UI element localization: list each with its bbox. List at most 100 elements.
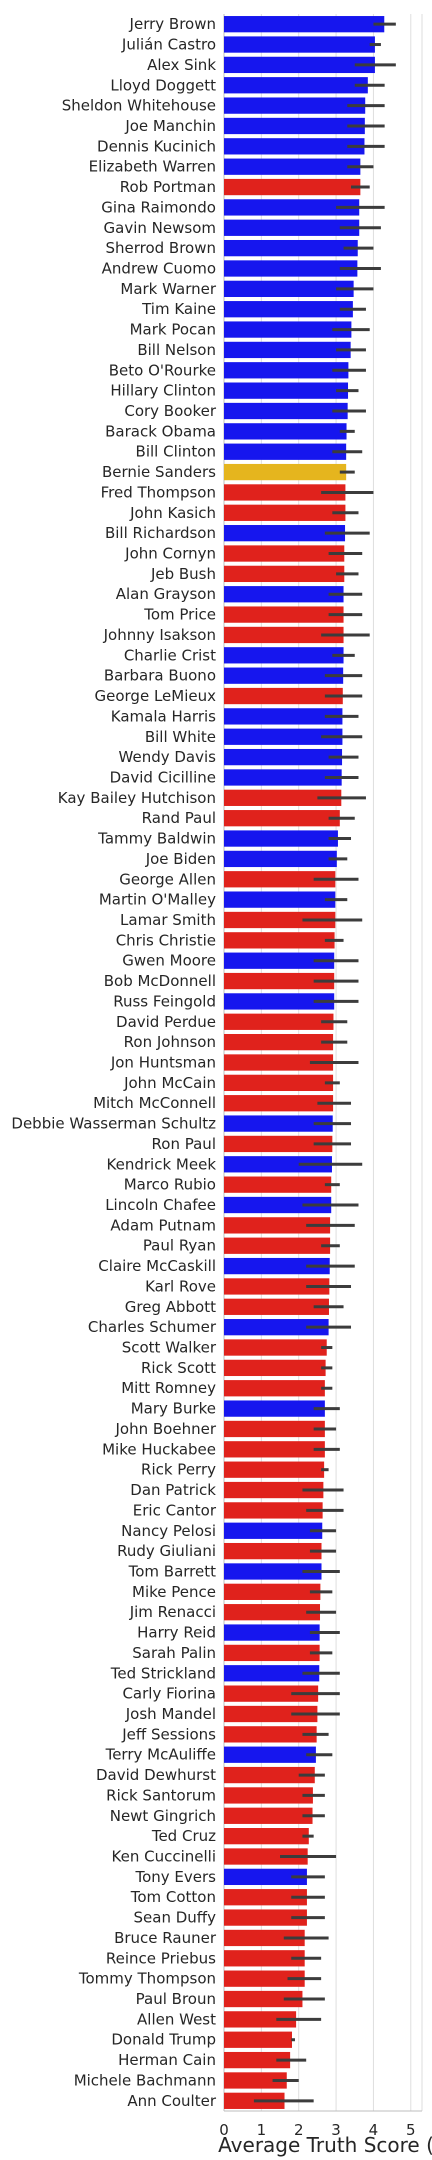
category-label: Bill Nelson	[137, 341, 216, 359]
category-label: Hillary Clinton	[110, 382, 216, 400]
category-label: Charles Schumer	[88, 1318, 217, 1336]
bar	[224, 932, 335, 949]
category-label: Reince Priebus	[106, 1949, 216, 1967]
bar	[224, 158, 361, 175]
bar	[224, 1522, 323, 1539]
category-label: Joe Manchin	[124, 117, 216, 135]
bar	[224, 1909, 307, 1926]
bar	[224, 1685, 319, 1702]
category-label: Harry Reid	[137, 1624, 216, 1642]
bar	[224, 97, 366, 114]
category-label: Charlie Crist	[124, 646, 216, 664]
bar	[224, 1848, 308, 1865]
x-tick-label: 5	[406, 2121, 416, 2139]
category-label: Barack Obama	[105, 422, 216, 440]
x-axis-title: Average Truth Score (0-	[218, 2133, 432, 2157]
category-label: Tommy Thompson	[78, 1970, 216, 1988]
category-label: Bob McDonnell	[104, 972, 216, 990]
category-label: Rob Portman	[120, 178, 216, 196]
bar	[224, 423, 347, 440]
bar	[224, 1217, 331, 1234]
bar	[224, 1339, 327, 1356]
bar	[224, 1013, 334, 1030]
bar	[224, 1746, 316, 1763]
x-tick-label: 1	[257, 2121, 267, 2139]
bar	[224, 1074, 334, 1092]
bar	[224, 972, 335, 990]
category-label: Josh Mandel	[125, 1705, 216, 1723]
bar	[224, 748, 343, 766]
bar	[224, 769, 342, 786]
category-label: Cory Booker	[124, 402, 216, 420]
bar	[224, 545, 345, 562]
category-label: Fred Thompson	[101, 483, 216, 501]
bar	[224, 1135, 333, 1153]
bar	[224, 1726, 317, 1743]
bar	[224, 301, 353, 318]
bar	[224, 871, 336, 888]
category-label: Jim Renacci	[129, 1603, 216, 1621]
category-label: Martin O'Malley	[99, 891, 216, 909]
category-label: Lincoln Chafee	[105, 1196, 216, 1214]
category-label: Mark Warner	[120, 280, 216, 298]
bar	[224, 1420, 325, 1438]
bar	[224, 463, 347, 481]
bar	[224, 1380, 325, 1397]
category-label: Newt Gingrich	[110, 1807, 216, 1825]
bar	[224, 382, 349, 399]
x-tick-label: 0	[219, 2121, 229, 2139]
category-label: Paul Broun	[136, 1990, 216, 2008]
bars	[224, 16, 385, 2109]
bar	[224, 647, 344, 664]
category-label: Russ Feingold	[113, 992, 216, 1010]
bar	[224, 606, 344, 623]
category-label: Kendrick Meek	[107, 1155, 217, 1173]
category-label: David Cicilline	[110, 768, 216, 786]
category-label: Elizabeth Warren	[89, 158, 216, 176]
category-label: Rick Scott	[141, 1359, 216, 1377]
bar	[224, 830, 338, 847]
category-label: Mary Burke	[131, 1400, 216, 1418]
category-label: Marco Rubio	[124, 1176, 216, 1194]
bar	[224, 911, 336, 929]
category-label: Scott Walker	[122, 1339, 217, 1357]
bar	[224, 219, 360, 236]
bar	[224, 443, 347, 460]
category-label: Claire McCaskill	[98, 1257, 216, 1275]
category-label: John McCain	[123, 1074, 216, 1092]
bar	[224, 1400, 325, 1417]
bar	[224, 1156, 332, 1173]
bar	[224, 362, 349, 379]
x-tick-label: 4	[369, 2121, 379, 2139]
bar	[224, 952, 335, 969]
category-label: Gina Raimondo	[101, 198, 216, 216]
category-label: Greg Abbott	[125, 1298, 216, 1316]
category-label: Rick Santorum	[106, 1786, 216, 1804]
bar	[224, 2011, 297, 2028]
category-label: Mitt Romney	[121, 1379, 216, 1397]
category-label: Wendy Davis	[119, 748, 217, 766]
category-label: John Kasich	[129, 504, 216, 522]
category-label: Allen West	[137, 2010, 216, 2028]
category-label: David Perdue	[116, 1013, 216, 1031]
category-label: Mike Pence	[132, 1583, 216, 1601]
category-label: Sean Duffy	[134, 1909, 217, 1927]
bar	[224, 565, 345, 583]
category-label: Tony Evers	[134, 1868, 216, 1886]
bar	[224, 1237, 331, 1254]
category-label: Eric Cantor	[133, 1501, 217, 1519]
category-label: Lamar Smith	[120, 911, 216, 929]
bar	[224, 891, 336, 908]
category-label: Dan Patrick	[130, 1481, 216, 1499]
category-label: Bruce Rauner	[114, 1929, 217, 1947]
category-label: Beto O'Rourke	[109, 361, 216, 379]
bar	[224, 504, 346, 521]
bar	[224, 2072, 287, 2089]
bar	[224, 1461, 325, 1478]
category-label: Sherrod Brown	[105, 239, 216, 257]
category-label: Ted Cruz	[151, 1827, 216, 1845]
category-label: Jeff Sessions	[121, 1725, 216, 1743]
bar	[224, 239, 358, 257]
bar	[224, 1441, 325, 1458]
